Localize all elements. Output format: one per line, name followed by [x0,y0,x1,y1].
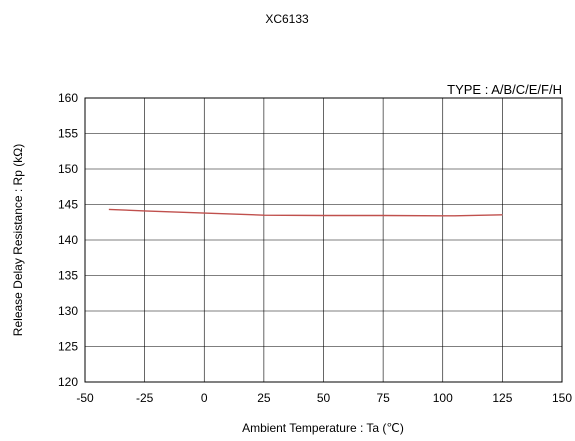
y-tick-label: 160 [58,91,78,105]
y-tick-labels: 120 125 130 135 140 145 150 155 160 [58,91,78,389]
x-tick-label: 75 [376,391,390,405]
y-tick-label: 155 [58,127,78,141]
x-tick-label: 125 [492,391,512,405]
y-tick-label: 140 [58,233,78,247]
y-tick-label: 120 [58,375,78,389]
y-tick-label: 125 [58,340,78,354]
x-tick-label: -25 [136,391,154,405]
grid-lines [84,97,563,383]
series-line [108,208,503,217]
x-tick-label: 0 [201,391,208,405]
plot-frame [84,97,563,383]
y-tick-label: 135 [58,269,78,283]
y-tick-label: 145 [58,198,78,212]
y-axis-label: Release Delay Resistance : Rp (kΩ) [11,144,25,336]
x-tick-label: 25 [257,391,271,405]
series-layer [108,208,503,217]
x-axis-label: Ambient Temperature : Ta (℃) [242,421,404,435]
chart-title: XC6133 [265,12,309,26]
x-tick-label: 100 [433,391,453,405]
x-tick-label: -50 [76,391,94,405]
x-tick-labels: -50 -25 0 25 50 75 100 125 150 [76,391,572,405]
x-tick-label: 150 [552,391,572,405]
y-tick-label: 150 [58,162,78,176]
y-tick-label: 130 [58,304,78,318]
x-tick-label: 50 [317,391,331,405]
type-annotation: TYPE : A/B/C/E/F/H [447,82,562,97]
